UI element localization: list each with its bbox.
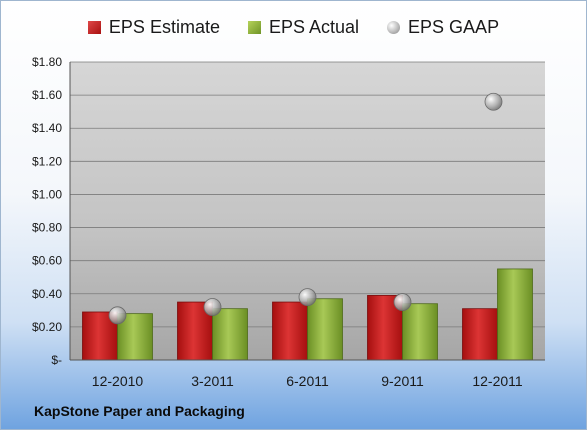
- legend-label-eps-estimate: EPS Estimate: [108, 17, 220, 37]
- legend-label-eps-gaap: EPS GAAP: [408, 17, 500, 37]
- x-tick-label: 9-2011: [381, 373, 424, 389]
- legend-label-eps-actual: EPS Actual: [268, 17, 360, 37]
- y-tick-label: $1.00: [32, 187, 62, 201]
- marker-eps-gaap: [393, 293, 412, 311]
- x-tick-label: 12-2011: [472, 373, 523, 389]
- x-tick-label: 3-2011: [191, 373, 234, 389]
- bar-eps-estimate: [462, 308, 498, 361]
- bar-eps-actual: [402, 303, 438, 361]
- y-tick-label: $1.60: [32, 88, 62, 102]
- bar-eps-actual: [497, 268, 533, 361]
- y-tick-label: $1.80: [32, 55, 62, 69]
- y-tick-label: $1.20: [32, 154, 62, 168]
- y-tick-label: $0.80: [32, 221, 62, 235]
- legend-swatch-eps-actual: [247, 21, 261, 34]
- chart-legend: EPS Estimate EPS Actual EPS GAAP: [1, 17, 586, 38]
- y-tick-label: $0.40: [32, 287, 62, 301]
- y-tick-label: $0.60: [32, 254, 62, 268]
- marker-eps-gaap: [298, 288, 317, 306]
- y-tick-label: $-: [51, 353, 62, 367]
- y-tick-label: $1.40: [32, 121, 62, 135]
- legend-swatch-eps-estimate: [87, 21, 101, 34]
- legend-item-eps-actual: EPS Actual: [247, 17, 360, 38]
- x-tick-label: 6-2011: [286, 373, 329, 389]
- bar-eps-estimate: [272, 301, 308, 361]
- bar-eps-actual: [212, 308, 248, 361]
- legend-item-eps-estimate: EPS Estimate: [87, 17, 220, 38]
- y-tick-label: $0.20: [32, 320, 62, 334]
- legend-swatch-eps-gaap: [387, 21, 401, 34]
- company-title: KapStone Paper and Packaging: [34, 403, 245, 419]
- legend-item-eps-gaap: EPS GAAP: [387, 17, 499, 38]
- x-tick-label: 12-2010: [92, 373, 144, 389]
- marker-eps-gaap: [484, 92, 503, 111]
- marker-eps-gaap: [203, 298, 222, 316]
- marker-eps-gaap: [108, 306, 127, 325]
- bar-eps-actual: [307, 298, 343, 361]
